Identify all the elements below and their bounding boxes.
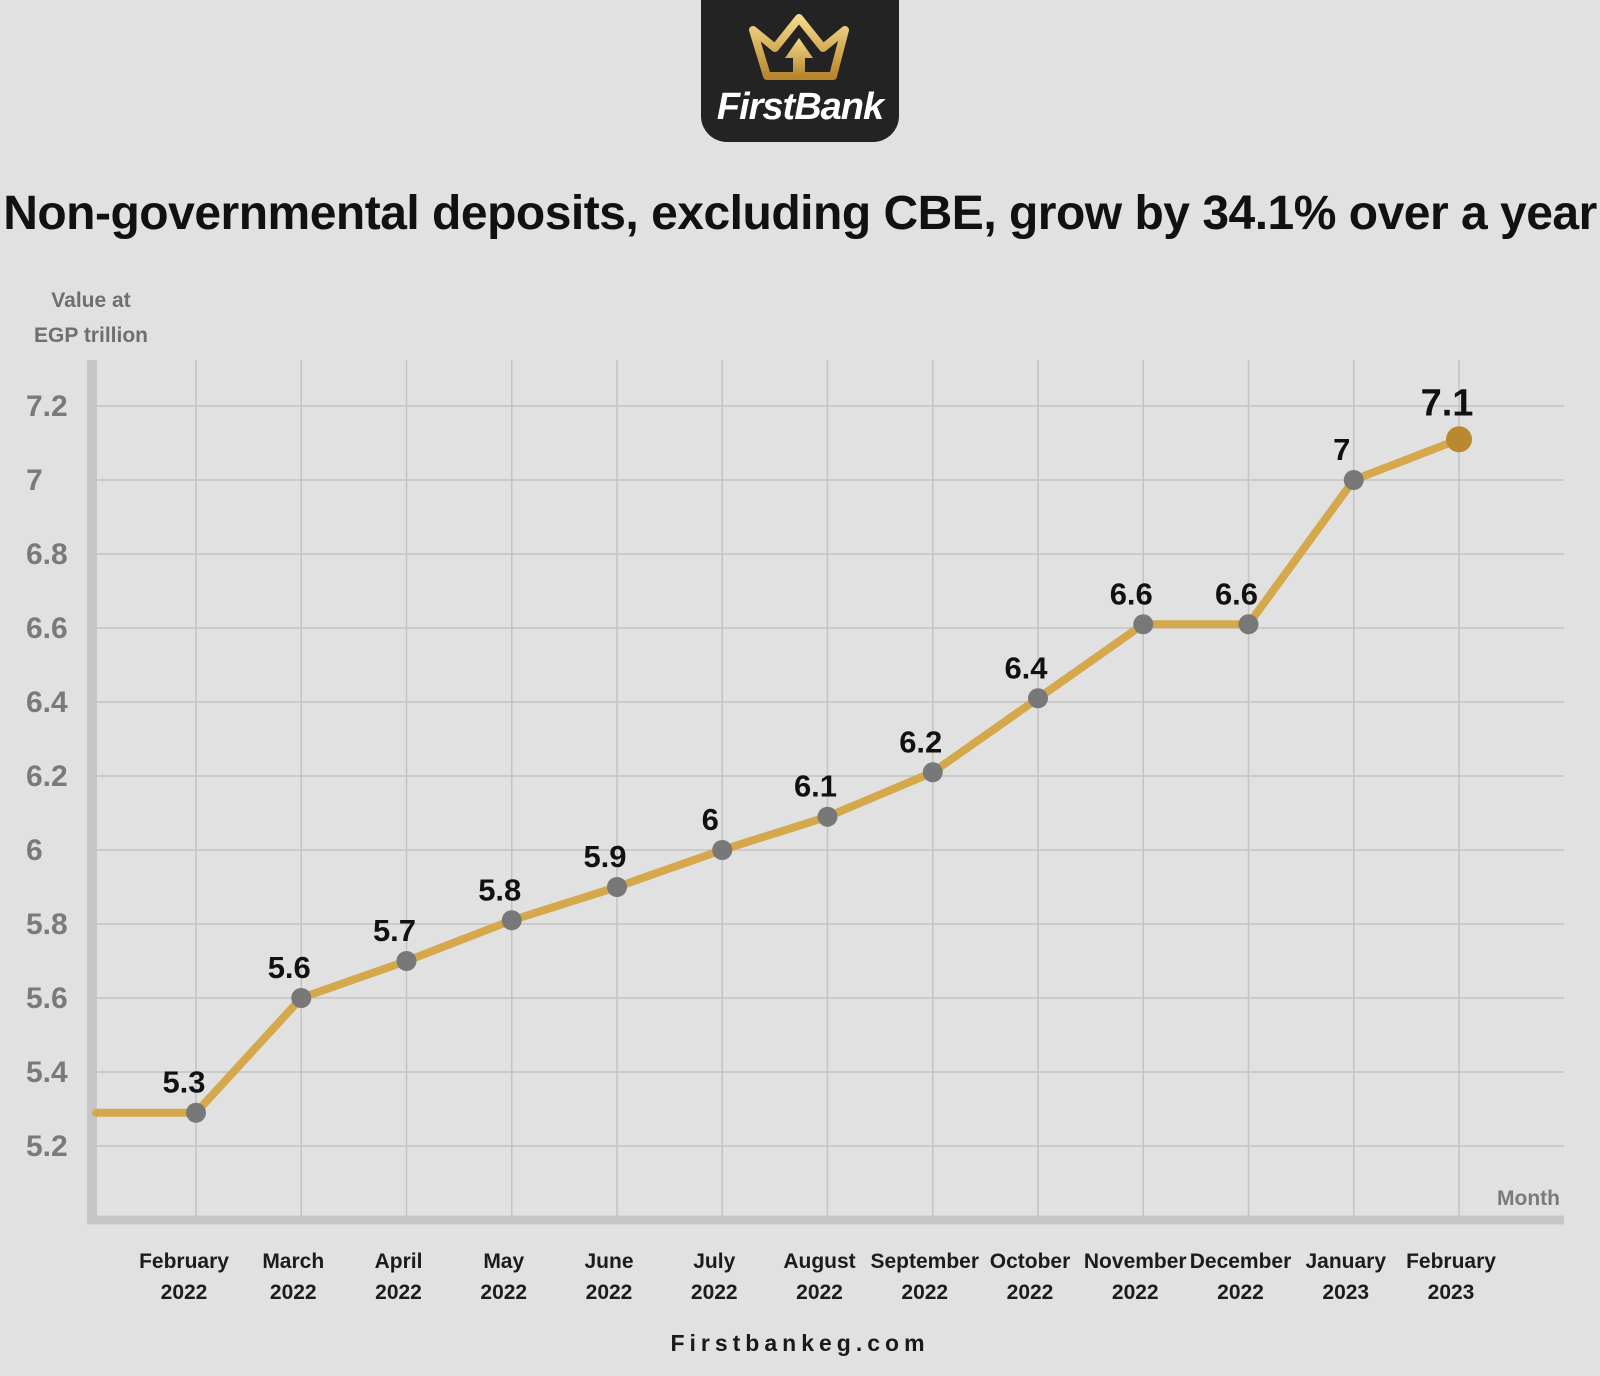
data-label: 5.6: [268, 950, 311, 985]
y-tick-label: 7.2: [26, 390, 68, 423]
data-label: 6: [702, 802, 719, 837]
x-tick-label-month: November: [1084, 1250, 1187, 1273]
x-tick-label-year: 2022: [480, 1281, 527, 1304]
x-tick-label-year: 2022: [901, 1281, 948, 1304]
data-point: [1238, 614, 1259, 635]
data-label: 6.4: [1004, 650, 1048, 685]
data-point: [1343, 470, 1364, 490]
x-tick-label-month: August: [783, 1250, 855, 1273]
x-tick-label-month: February: [139, 1250, 229, 1273]
x-tick-label-year: 2022: [691, 1281, 738, 1304]
x-tick-label-year: 2022: [270, 1281, 317, 1304]
x-tick-label-month: July: [693, 1250, 735, 1273]
data-point: [922, 762, 943, 783]
y-tick-label: 6.6: [26, 612, 68, 645]
y-tick-label: 5.8: [26, 908, 68, 941]
data-label: 6.6: [1110, 576, 1153, 611]
data-point: [1028, 688, 1048, 709]
x-tick-label-month: December: [1190, 1250, 1292, 1273]
data-label: 5.7: [373, 913, 416, 948]
x-tick-label-year: 2022: [375, 1281, 422, 1304]
x-axis-label: Month: [1497, 1187, 1560, 1210]
x-tick-label-year: 2023: [1428, 1281, 1475, 1304]
data-point: [1446, 426, 1472, 453]
x-tick-label-year: 2022: [796, 1281, 843, 1304]
x-tick-label-year: 2022: [1217, 1281, 1264, 1304]
x-tick-label-month: January: [1305, 1250, 1386, 1273]
y-tick-label: 7: [26, 464, 43, 497]
x-tick-label-month: October: [990, 1250, 1071, 1273]
y-tick-label: 6.4: [26, 686, 68, 719]
data-point: [501, 910, 522, 931]
data-label: 5.3: [162, 1065, 205, 1100]
y-tick-label: 5.2: [26, 1130, 68, 1163]
crown-icon: [749, 14, 849, 80]
x-tick-label-month: March: [262, 1250, 324, 1273]
x-tick-label-year: 2022: [1007, 1281, 1054, 1304]
y-axis-label-line-1: Value at: [51, 289, 131, 312]
data-point: [607, 877, 627, 897]
x-tick-label-month: February: [1406, 1250, 1496, 1273]
x-tick-label-year: 2023: [1322, 1281, 1369, 1304]
x-tick-label-year: 2022: [1112, 1281, 1159, 1304]
x-tick-label-month: June: [584, 1250, 633, 1273]
x-tick-label-year: 2022: [161, 1281, 208, 1304]
brand-name: FirstBank: [716, 86, 884, 128]
data-label: 7: [1333, 432, 1350, 467]
y-tick-label: 6.8: [26, 538, 68, 571]
x-tick-label-year: 2022: [586, 1281, 633, 1304]
data-label: 6.1: [794, 769, 837, 804]
chart-title: Non-governmental deposits, excluding CBE…: [3, 187, 1597, 240]
y-tick-label: 6: [26, 834, 43, 867]
y-tick-label: 5.6: [26, 982, 68, 1015]
data-point: [1133, 614, 1154, 635]
website-footer: Firstbankeg.com: [670, 1330, 930, 1356]
data-point: [817, 806, 838, 827]
series-line: [92, 435, 1463, 1117]
data-point: [712, 840, 733, 860]
x-tick-label-month: May: [483, 1250, 524, 1273]
data-point: [291, 988, 312, 1008]
y-tick-label: 5.4: [26, 1056, 68, 1089]
data-point: [396, 951, 417, 971]
y-tick-label: 6.2: [26, 760, 68, 793]
data-label: 6.6: [1215, 576, 1258, 611]
y-axis-label-line-2: EGP trillion: [34, 324, 148, 347]
data-label: 5.9: [583, 839, 626, 874]
brand-badge: FirstBank: [701, 0, 899, 142]
data-label: 5.8: [478, 872, 521, 907]
data-label: 7.1: [1421, 382, 1474, 424]
x-tick-label-month: April: [375, 1250, 423, 1273]
data-point: [186, 1102, 206, 1123]
x-tick-label-month: September: [870, 1250, 979, 1273]
data-label: 6.2: [899, 724, 942, 759]
